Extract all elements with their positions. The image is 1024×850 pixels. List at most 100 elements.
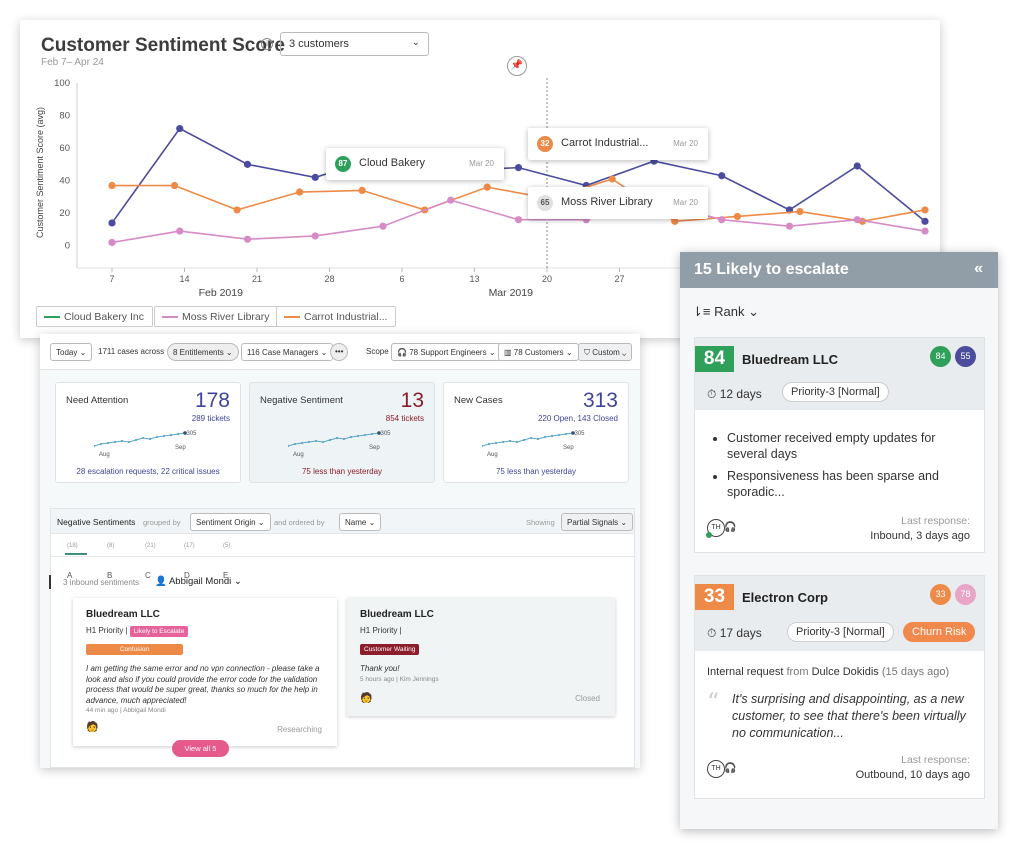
metric-new-cases[interactable]: New Cases 313 220 Open, 143 Closed +305 … — [443, 382, 629, 483]
sparkline-point — [515, 440, 519, 444]
sparkline-point — [127, 440, 131, 444]
sparkline-delta: +305 — [183, 431, 197, 437]
tabs-divider — [51, 556, 634, 557]
group-by-select[interactable]: Sentiment Origin ⌄ — [190, 513, 271, 531]
last-response-label: Last response: — [901, 754, 970, 766]
sparkline-point — [564, 432, 568, 436]
escalation-card-header: 33 Electron Corp 33 78 ⏱ 17 days Priorit… — [695, 576, 984, 651]
sparkline-point — [342, 437, 346, 441]
rank-sort[interactable]: ⇂≡ Rank ⌄ — [692, 304, 759, 319]
series-point — [243, 160, 252, 168]
x-tick-label: 7 — [109, 274, 114, 284]
tab-c[interactable]: C (21) — [145, 540, 156, 580]
sparkline-point — [106, 441, 110, 445]
metric-value: 313 — [582, 389, 618, 412]
legend-cloud-bakery[interactable]: Cloud Bakery Inc — [36, 306, 153, 327]
chart-title: Customer Sentiment Score — [41, 35, 285, 56]
sparkline-point — [349, 435, 353, 439]
inbound-count: 3 inbound sentiments — [63, 578, 140, 587]
sparkline-start: Aug — [293, 452, 304, 458]
avatar: TH — [706, 519, 725, 538]
series-point — [447, 196, 455, 204]
tooltip-score: 87 — [335, 156, 351, 172]
series-point — [176, 227, 184, 235]
tooltip-carrot-industrial: 32 Carrot Industrial... Mar 20 — [528, 128, 708, 160]
tab-b[interactable]: B (8) — [107, 540, 114, 580]
agent-filter[interactable]: 👤 Abbigail Mondi ⌄ — [155, 576, 242, 587]
customers-select[interactable]: ▥ 78 Customers ⌄ — [498, 343, 579, 361]
filter-icon: ⛉ — [584, 348, 590, 357]
metric-sub: 220 Open, 143 Closed — [537, 414, 618, 423]
series-point — [170, 181, 179, 190]
tab-count: (17) — [184, 543, 195, 549]
sparkline-point — [370, 432, 374, 436]
metric-sub: 854 tickets — [385, 414, 424, 423]
customer-select[interactable]: 3 customers ⌄ — [280, 32, 429, 56]
churn-risk-chip: Churn Risk — [903, 622, 976, 642]
sparkline-end: Sep — [369, 445, 380, 451]
escalation-card[interactable]: 33 Electron Corp 33 78 ⏱ 17 days Priorit… — [694, 575, 985, 799]
support-engineers-select[interactable]: 🎧 78 Support Engineers ⌄ — [391, 343, 502, 361]
showing-select[interactable]: Partial Signals ⌄ — [561, 513, 634, 531]
case-card[interactable]: Bluedream LLC H1 Priority | Likely to Esc… — [73, 598, 337, 746]
tab-a[interactable]: A (18) — [67, 540, 78, 580]
custom-filter[interactable]: ⛉ Custom ⌄ — [578, 343, 633, 361]
last-response-value: Inbound, 3 days ago — [870, 530, 970, 542]
collapse-icon[interactable]: « — [974, 260, 983, 277]
metric-foot: 75 less than yesterday — [495, 467, 577, 476]
avatar-initials: TH — [711, 524, 721, 531]
legend-moss-river[interactable]: Moss River Library — [154, 306, 279, 327]
tooltip-name: Moss River Library — [561, 196, 653, 208]
group-by-value: Sentiment Origin — [196, 518, 256, 527]
building-icon: ▥ — [504, 348, 512, 357]
case-managers-select[interactable]: 116 Case Managers ⌄ — [241, 343, 334, 361]
escalation-score: 33 — [695, 584, 734, 610]
escalation-card[interactable]: 84 Bluedream LLC 84 55 ⏱ 12 days Priorit… — [694, 337, 985, 553]
customers-label: 78 Customers — [513, 348, 564, 357]
tab-e[interactable]: E (5) — [223, 540, 230, 580]
agent-name: Abbigail Mondi — [168, 576, 232, 587]
days-text: 17 days — [719, 626, 762, 640]
sparkline-path — [94, 432, 186, 447]
negative-sentiments-header: Negative Sentiments grouped by Sentiment… — [51, 509, 634, 534]
sparkline-point — [141, 436, 145, 440]
legend-carrot-industrial[interactable]: Carrot Industrial... — [276, 306, 397, 327]
case-card[interactable]: Bluedream LLC H1 Priority | Customer Wai… — [347, 598, 615, 716]
series-point — [108, 219, 116, 227]
more-button[interactable]: ••• — [330, 343, 349, 361]
tooltip-date: Mar 20 — [673, 139, 698, 148]
series-point — [785, 222, 794, 230]
legend-swatch — [162, 316, 178, 318]
metric-foot: 75 less than yesterday — [301, 467, 383, 476]
tooltip-score: 32 — [537, 136, 553, 152]
showing-label: Showing — [526, 518, 555, 527]
today-select[interactable]: Today ⌄ — [50, 343, 93, 361]
view-all-button[interactable]: View all 5 — [172, 740, 229, 757]
sparkline-point — [529, 436, 533, 440]
metric-negative-sentiment[interactable]: Negative Sentiment 13 854 tickets +305 A… — [249, 382, 435, 483]
pushpin-icon[interactable]: 📌 — [507, 56, 527, 76]
sentiment-chart-card: 0 20 40 60 80 100 Customer Sentiment Score (av… — [20, 20, 940, 338]
sparkline-point — [148, 437, 152, 441]
last-response-value: Outbound, 10 days ago — [855, 769, 970, 781]
timer-icon: ⏱ — [707, 626, 717, 640]
series-point — [853, 162, 861, 170]
tab-d[interactable]: D (17) — [184, 540, 195, 580]
info-icon[interactable]: i — [261, 38, 273, 50]
sparkline — [482, 431, 575, 448]
negative-sentiments-title: Negative Sentiments — [57, 517, 136, 527]
sparkline — [288, 431, 381, 448]
series-point — [311, 173, 319, 181]
series-point — [108, 181, 116, 190]
series-point — [358, 186, 366, 194]
sparkline-point — [94, 444, 96, 448]
sort-icon: ⇂≡ — [692, 304, 711, 319]
entitlements-select[interactable]: 8 Entitlements ⌄ — [167, 343, 239, 361]
sparkline-path — [288, 432, 380, 447]
metric-need-attention[interactable]: Need Attention 178 289 tickets +305 Aug … — [55, 382, 241, 483]
tooltip-name: Carrot Industrial... — [561, 137, 649, 149]
order-by-select[interactable]: Name ⌄ — [339, 513, 382, 531]
y-tick-label: 40 — [59, 176, 70, 187]
tab-label: A — [67, 571, 73, 580]
y-tick-label: 20 — [59, 208, 70, 219]
